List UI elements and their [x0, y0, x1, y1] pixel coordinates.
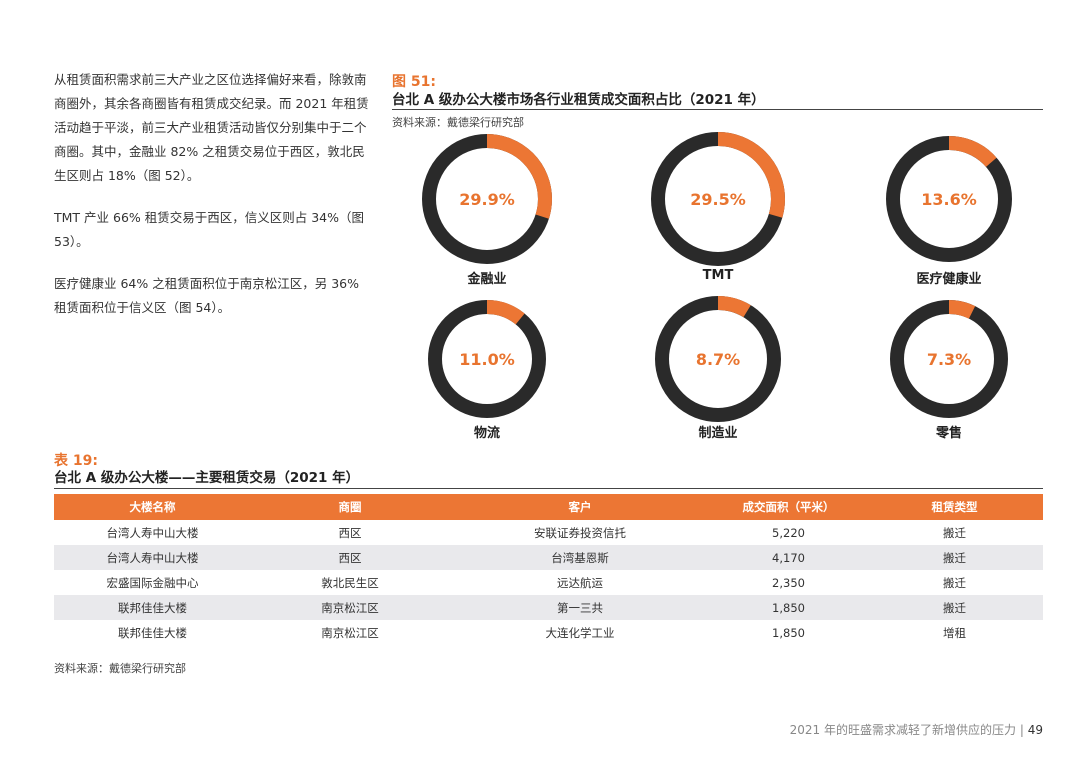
table-label: 表 19: — [54, 453, 98, 469]
page-number: 49 — [1027, 723, 1043, 737]
column-header: 商圈 — [251, 494, 449, 520]
figure-source: 资料来源：戴德梁行研究部 — [392, 116, 524, 129]
table-cell: 联邦佳佳大楼 — [54, 595, 251, 620]
donut-chart: 13.6% — [879, 129, 1019, 269]
donut-value-label: 29.9% — [459, 190, 515, 209]
donut-value-label: 8.7% — [696, 350, 740, 369]
table-cell: 安联证券投资信托 — [534, 525, 626, 540]
donut-value-label: 29.5% — [690, 190, 746, 209]
column-header: 客户 — [449, 494, 711, 520]
donut-slice — [428, 300, 546, 418]
donut-slice — [655, 296, 781, 422]
table-cell: 搬迁 — [866, 545, 1043, 570]
table-cell: 台湾人寿中山大楼 — [54, 545, 251, 570]
table-cell: 南京松江区 — [251, 595, 449, 620]
table-cell: 台湾人寿中山大楼 — [106, 525, 199, 540]
footer-text: 2021 年的旺盛需求减轻了新增供应的压力 — [789, 723, 1017, 737]
table-cell: 大连化学工业 — [545, 625, 615, 640]
table-cell: 远达航运 — [557, 575, 603, 590]
table-cell: 西区 — [251, 545, 449, 570]
figure-title: 台北 A 级办公大楼市场各行业租赁成交面积占比（2021 年） — [392, 92, 765, 108]
column-header: 租赁类型 — [866, 494, 1043, 520]
donut-slice — [422, 134, 552, 264]
body-paragraph: 从租赁面积需求前三大产业之区位选择偏好来看，除敦南商圈外，其余各商圈皆有租赁成交… — [54, 72, 369, 183]
figure-label: 图 51: — [392, 74, 436, 90]
table-header-row: 大楼名称 商圈 客户 成交面积（平米） 租赁类型 — [54, 494, 1043, 520]
table-cell: 第一三共 — [449, 595, 711, 620]
table-source: 资料来源：戴德梁行研究部 — [54, 662, 186, 675]
table-cell: 1,850 — [711, 595, 866, 620]
table-row: 宏盛国际金融中心 敦北民生区 远达航运 2,350 搬迁 — [54, 570, 1043, 595]
donut-slice — [890, 300, 1008, 418]
table-cell: 台湾基恩斯 — [449, 545, 711, 570]
donut-chart: 11.0% — [421, 293, 553, 425]
donut-value-label: 13.6% — [921, 190, 977, 209]
donut-category-label: 金融业 — [467, 272, 507, 287]
table-cell: 2,350 — [772, 575, 805, 590]
donut-value-label: 11.0% — [459, 350, 515, 369]
donut-chart: 29.9% — [415, 127, 559, 271]
table-cell: 搬迁 — [943, 525, 966, 540]
column-header: 成交面积（平米） — [711, 494, 866, 520]
table-cell: 西区 — [338, 525, 362, 540]
donut-chart: 29.5% — [644, 125, 792, 273]
donut-category-label: 零售 — [935, 426, 962, 441]
table-row: 联邦佳佳大楼 南京松江区 大连化学工业 1,850 增租 — [54, 620, 1043, 645]
donut-value-label: 7.3% — [927, 350, 971, 369]
donut-category-label: 医疗健康业 — [916, 272, 982, 287]
table-cell: 搬迁 — [943, 575, 966, 590]
table-cell: 1,850 — [772, 625, 805, 640]
table-cell: 宏盛国际金融中心 — [106, 575, 199, 590]
table-cell: 联邦佳佳大楼 — [118, 625, 187, 640]
table-cell: 搬迁 — [866, 595, 1043, 620]
donut-slice — [651, 132, 785, 266]
body-paragraph: TMT 产业 66% 租赁交易于西区，信义区则占 34%（图 53）。 — [54, 210, 365, 249]
table-cell: 4,170 — [711, 545, 866, 570]
donut-category-label: 制造业 — [698, 426, 738, 441]
donut-category-label: 物流 — [473, 426, 500, 441]
page-footer: 2021 年的旺盛需求减轻了新增供应的压力 | 49 — [790, 721, 1043, 738]
body-text: 从租赁面积需求前三大产业之区位选择偏好来看，除敦南商圈外，其余各商圈皆有租赁成交… — [54, 68, 374, 338]
figure-divider — [392, 109, 1043, 110]
table-title: 台北 A 级办公大楼——主要租赁交易（2021 年） — [54, 470, 360, 486]
table-row: 联邦佳佳大楼 南京松江区 第一三共 1,850 搬迁 — [54, 595, 1043, 620]
donut-slice — [886, 136, 1012, 262]
lease-table: 大楼名称 商圈 客户 成交面积（平米） 租赁类型 台湾人寿中山大楼 西区 安联证… — [54, 494, 1043, 645]
table-divider — [54, 488, 1043, 489]
table-cell: 南京松江区 — [321, 625, 379, 640]
table-cell: 5,220 — [772, 525, 805, 540]
table-row: 台湾人寿中山大楼 西区 台湾基恩斯 4,170 搬迁 — [54, 545, 1043, 570]
table-row: 台湾人寿中山大楼 西区 安联证券投资信托 5,220 搬迁 — [54, 520, 1043, 545]
donut-category-label: TMT — [702, 268, 734, 283]
footer-separator: | — [1019, 723, 1024, 737]
table-cell: 增租 — [943, 625, 966, 640]
donut-chart: 7.3% — [883, 293, 1015, 425]
body-paragraph: 医疗健康业 64% 之租赁面积位于南京松江区，另 36% 租赁面积位于信义区（图… — [54, 276, 359, 315]
table-cell: 敦北民生区 — [321, 575, 379, 590]
column-header: 大楼名称 — [54, 494, 251, 520]
donut-chart: 8.7% — [648, 289, 788, 429]
